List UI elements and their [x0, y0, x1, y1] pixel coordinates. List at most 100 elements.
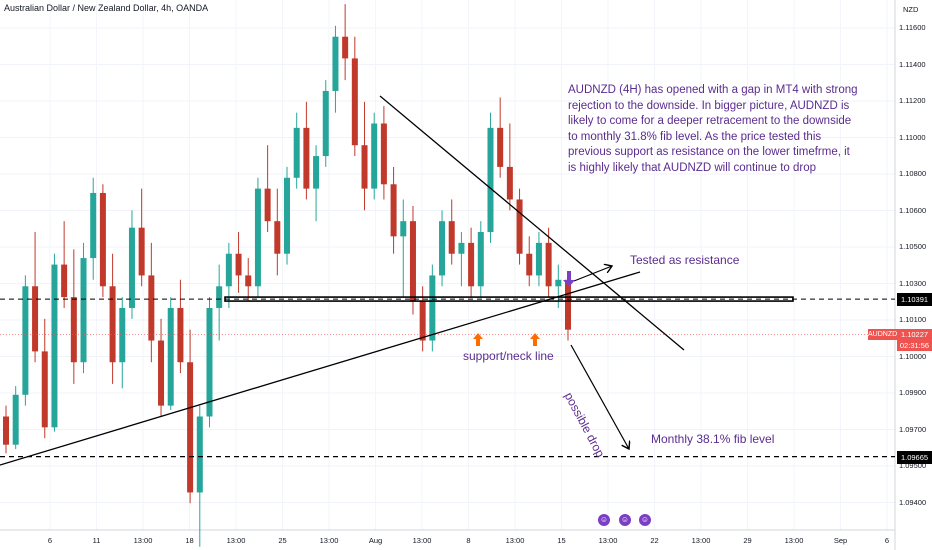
candle-body — [167, 307, 174, 406]
y-tick-label: 1.10800 — [899, 169, 927, 178]
candle-body — [225, 253, 232, 287]
y-tick-label: 1.09400 — [899, 497, 927, 507]
drop-arrow — [570, 344, 629, 449]
candle-body — [119, 307, 126, 363]
x-tick-label: 25 — [278, 536, 287, 545]
candle-body — [565, 279, 571, 330]
candle-body — [555, 279, 562, 287]
event-icon[interactable]: ☺ — [619, 514, 631, 526]
x-tick-label: 6 — [47, 536, 53, 545]
candle-body — [545, 242, 552, 287]
x-tick-label: 13:00 — [784, 536, 804, 545]
x-tick-label: 18 — [185, 536, 194, 545]
candle-body — [128, 227, 135, 308]
candle-body — [429, 275, 436, 341]
candle-body — [284, 177, 290, 254]
candle-body — [468, 242, 475, 287]
candle-body — [32, 286, 39, 352]
x-tick-label: 13:00 — [226, 536, 246, 545]
candle-body — [313, 156, 320, 189]
x-tick-label: 13:00 — [505, 536, 525, 545]
axis-unit: NZD — [903, 5, 919, 14]
candle-body — [400, 221, 407, 237]
candle-body — [264, 188, 271, 222]
analysis-note: AUDNZD (4H) has opened with a gap in MT4… — [568, 84, 858, 174]
fib-price-tag: 1.09665 — [897, 450, 932, 464]
event-icon[interactable]: ☺ — [639, 514, 651, 526]
x-tick-label: 29 — [743, 536, 752, 545]
candle-body — [245, 275, 252, 287]
candle-body — [274, 221, 281, 254]
x-tick-label: 13:00 — [133, 536, 153, 545]
candle-body — [254, 188, 261, 287]
candle-body — [206, 307, 213, 417]
candle-body — [535, 242, 542, 276]
y-tick-label: 1.10300 — [899, 278, 927, 288]
event-icon[interactable]: ☺ — [598, 514, 610, 526]
candle-body — [12, 394, 19, 445]
candle-body — [332, 36, 339, 91]
arrow-up-icon — [473, 333, 483, 346]
candle-body — [196, 416, 203, 493]
x-tick-label: 6 — [884, 536, 890, 545]
candle-body — [303, 127, 310, 189]
candle-body — [371, 123, 378, 189]
candle-body — [351, 58, 358, 146]
x-tick-label: Aug — [368, 536, 383, 545]
chart-header: Australian Dollar / New Zealand Dollar, … — [4, 3, 209, 13]
x-tick-label: 11 — [92, 536, 101, 545]
symbol-tag: AUDNZD — [868, 328, 898, 340]
candle-body — [293, 127, 300, 178]
y-tick-label: 1.11600 — [899, 23, 926, 32]
arrow-up-icon — [530, 333, 540, 346]
current-price: 1.10227 — [900, 329, 929, 339]
y-tick-label: 1.10600 — [899, 205, 927, 215]
candle-body — [216, 286, 223, 308]
y-tick-label: 1.10000 — [899, 351, 927, 361]
candle-body — [361, 145, 368, 189]
y-tick-label: 1.09900 — [899, 388, 927, 397]
candle-body — [477, 232, 484, 287]
y-tick-label: 1.10100 — [899, 315, 927, 324]
candle-body — [61, 264, 68, 298]
candle-body — [80, 258, 87, 363]
current-price-tag: 1.10227 02:31:56 — [897, 328, 932, 351]
candle-body — [41, 351, 48, 428]
y-tick-label: 1.11200 — [899, 96, 926, 105]
candle-body — [158, 340, 165, 406]
x-tick-label: 13:00 — [319, 536, 339, 545]
x-tick-label: 8 — [466, 536, 471, 545]
candle-body — [342, 36, 349, 59]
candle-body — [22, 286, 29, 395]
y-tick-label: 1.09500 — [899, 461, 927, 470]
candle-body — [497, 127, 504, 167]
candle-body — [177, 307, 184, 363]
candle-body — [70, 297, 77, 363]
descending-trendline — [379, 95, 685, 351]
bar-countdown: 02:31:56 — [899, 340, 930, 350]
candle-body — [322, 90, 329, 157]
y-tick-label: 1.11000 — [899, 132, 926, 142]
candle-body — [138, 227, 145, 276]
candle-body — [109, 286, 116, 363]
ascending-trendline — [0, 271, 641, 466]
candle-body — [3, 416, 9, 445]
candle-body — [380, 123, 387, 185]
candle-body — [235, 253, 242, 276]
x-tick-label: 13:00 — [691, 536, 711, 545]
x-tick-label: Sep — [833, 536, 848, 545]
candle-body — [419, 301, 426, 341]
x-tick-label: 15 — [557, 536, 566, 545]
candle-body — [390, 184, 397, 237]
candle-body — [99, 192, 106, 287]
candle-body — [516, 199, 523, 254]
x-tick-label: 22 — [650, 536, 659, 545]
candle-body — [458, 242, 465, 254]
candle-body — [526, 253, 533, 276]
tested-arrow — [573, 266, 612, 282]
candle-body — [51, 264, 58, 428]
arrow-down-icon — [563, 271, 575, 287]
candle-body — [148, 275, 155, 341]
fib-level-label: Monthly 38.1% fib level — [651, 432, 775, 446]
